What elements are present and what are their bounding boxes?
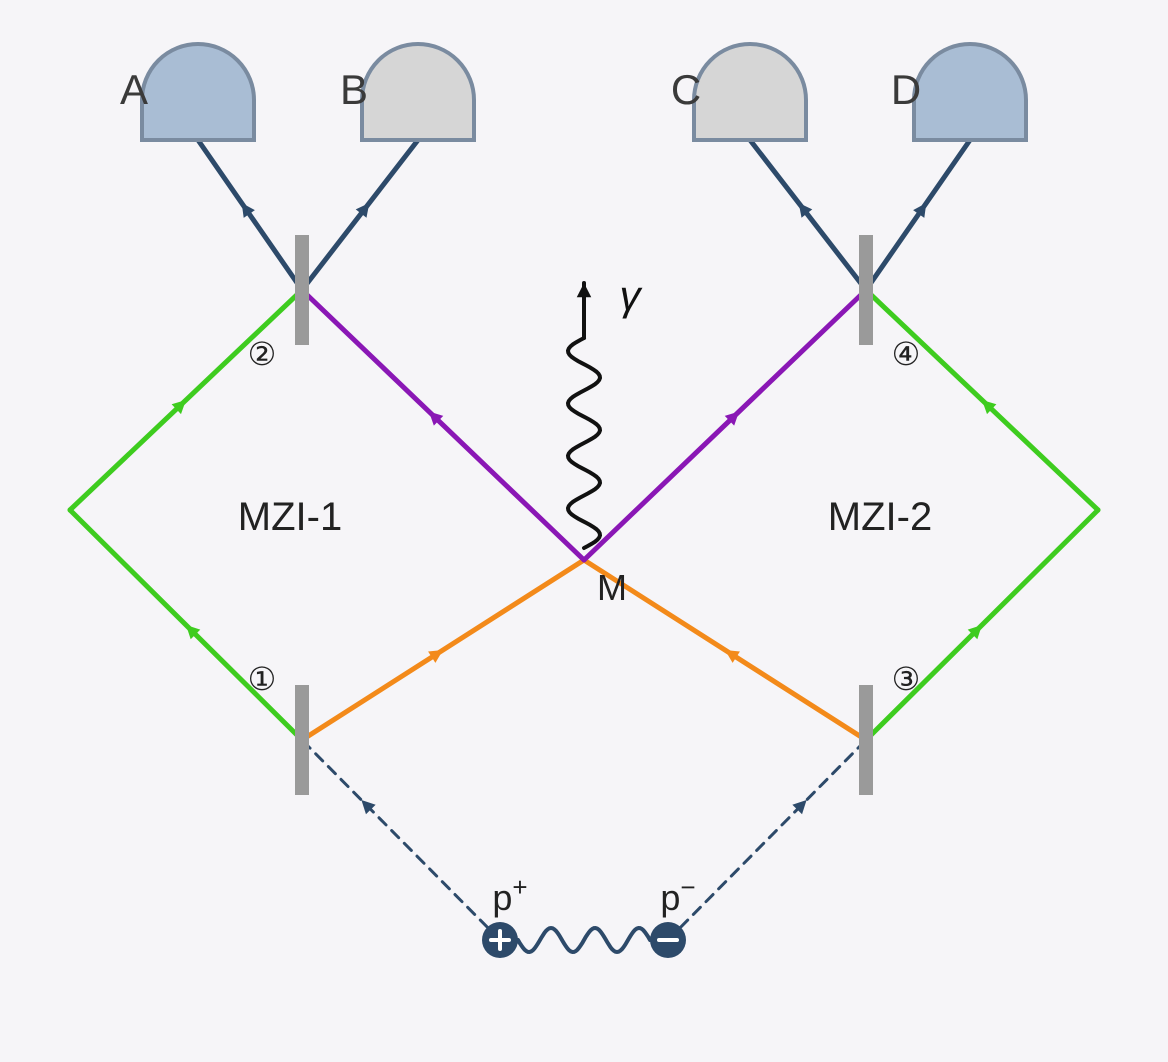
detector-label-C: C [671,66,701,113]
detector-D [914,44,1026,140]
m-label: M [597,567,627,608]
beam-splitter-label-2: ② [248,336,277,372]
purple-left [302,290,584,560]
mzi-1-label: MZI-1 [238,495,342,539]
detector-label-B: B [340,66,368,113]
diagram-canvas: ① ② ③ ④ A B C Dp+ p− MZI-1 MZI-2 γ M [0,0,1168,1062]
beam-splitter-label-4: ④ [892,336,921,372]
detector-B [362,44,474,140]
src-to-BS3 [668,740,866,940]
detector-label-A: A [120,66,148,113]
source-wave [518,928,650,952]
detector-label-D: D [891,66,921,113]
mzi-2-label: MZI-2 [828,495,932,539]
gamma-label: γ [620,272,643,319]
beam-splitter-label-3: ③ [892,661,921,697]
beam-splitter-label-1: ① [248,661,277,697]
navy-BS4-DD [866,140,970,290]
source-label-minus: p− [660,872,695,918]
arrowhead [577,283,592,297]
navy-BS4-DC [750,140,866,290]
navy-BS2-DA [198,140,302,290]
source-label-plus: p+ [492,872,527,918]
detector-C [694,44,806,140]
navy-BS2-DB [302,140,418,290]
detector-A [142,44,254,140]
src-to-BS1 [302,740,500,940]
purple-right [584,290,866,560]
gamma-wave [568,338,600,548]
